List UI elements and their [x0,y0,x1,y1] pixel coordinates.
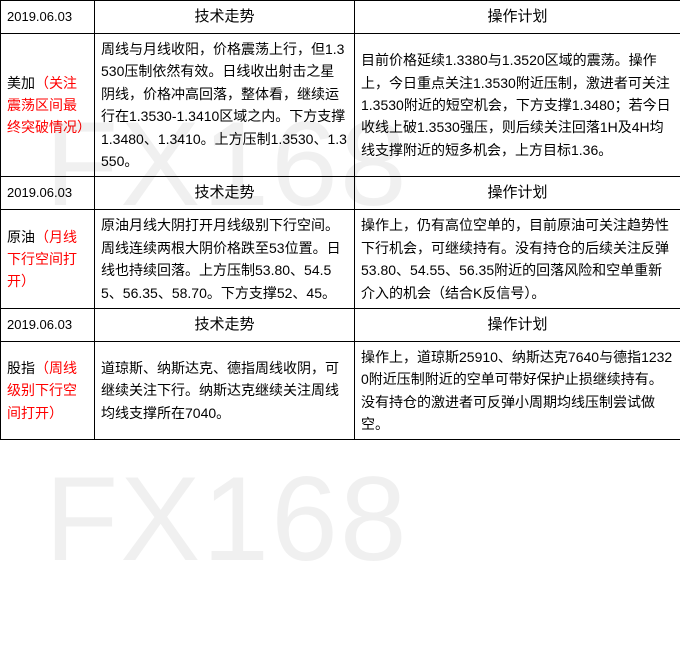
plan-cell: 目前价格延续1.3380与1.3520区域的震荡。操作上，今日重点关注1.353… [355,34,680,177]
header-plan: 操作计划 [355,1,680,34]
tech-cell: 周线与月线收阳，价格震荡上行，但1.3530压制依然有效。日线收出射击之星阴线，… [95,34,355,177]
label-cell: 原油（月线下行空间打开） [1,210,95,309]
label-main: 股指 [7,360,35,376]
label-cell: 美加（关注震荡区间最终突破情况） [1,34,95,177]
table-row: 2019.06.03 技术走势 操作计划 [1,177,680,210]
tech-cell: 原油月线大阴打开月线级别下行空间。周线连续两根大阴价格跌至53位置。日线也持续回… [95,210,355,309]
watermark: FX168 [45,450,409,588]
label-main: 美加 [7,75,35,91]
header-plan: 操作计划 [355,177,680,210]
plan-cell: 操作上，仍有高位空单的，目前原油可关注趋势性下行机会，可继续持有。没有持仓的后续… [355,210,680,309]
table-row: 原油（月线下行空间打开） 原油月线大阴打开月线级别下行空间。周线连续两根大阴价格… [1,210,680,309]
table-row: 2019.06.03 技术走势 操作计划 [1,308,680,341]
analysis-table: 2019.06.03 技术走势 操作计划 美加（关注震荡区间最终突破情况） 周线… [0,0,680,440]
label-main: 原油 [7,229,35,245]
date-cell: 2019.06.03 [1,177,95,210]
header-tech: 技术走势 [95,1,355,34]
table-row: 美加（关注震荡区间最终突破情况） 周线与月线收阳，价格震荡上行，但1.3530压… [1,34,680,177]
table-row: 股指（周线级别下行空间打开） 道琼斯、纳斯达克、德指周线收阴，可继续关注下行。纳… [1,341,680,440]
tech-cell: 道琼斯、纳斯达克、德指周线收阴，可继续关注下行。纳斯达克继续关注周线均线支撑所在… [95,341,355,440]
header-plan: 操作计划 [355,308,680,341]
table-row: 2019.06.03 技术走势 操作计划 [1,1,680,34]
date-cell: 2019.06.03 [1,308,95,341]
header-tech: 技术走势 [95,177,355,210]
date-cell: 2019.06.03 [1,1,95,34]
plan-cell: 操作上，道琼斯25910、纳斯达克7640与德指12320附近压制附近的空单可带… [355,341,680,440]
header-tech: 技术走势 [95,308,355,341]
label-cell: 股指（周线级别下行空间打开） [1,341,95,440]
